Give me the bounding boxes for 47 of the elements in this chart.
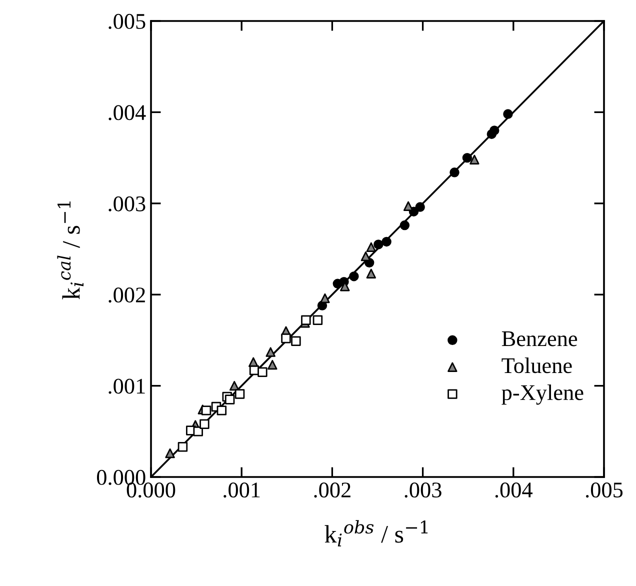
y-tick-label: .003 bbox=[108, 196, 146, 212]
point bbox=[200, 419, 210, 429]
point bbox=[266, 347, 276, 357]
point bbox=[201, 406, 212, 416]
point bbox=[320, 293, 330, 304]
point bbox=[503, 109, 513, 119]
x-axis-title: k$_{i}$$^{obs}$ / s$^{−1}$ bbox=[324, 520, 428, 546]
x-tick-label: .003 bbox=[404, 482, 442, 498]
legend-label: Benzene bbox=[502, 331, 578, 346]
x-tick-label: 0.000 bbox=[126, 482, 176, 498]
x-tick-label: .002 bbox=[314, 482, 350, 498]
legend-label: p-Xylene bbox=[502, 384, 584, 405]
point bbox=[301, 315, 311, 325]
point bbox=[216, 406, 227, 416]
point bbox=[486, 129, 497, 139]
point bbox=[415, 202, 425, 212]
point bbox=[234, 389, 245, 399]
y-tick-label: .002 bbox=[108, 288, 145, 303]
x-tick-label: .001 bbox=[224, 482, 260, 498]
point bbox=[258, 367, 268, 377]
point bbox=[382, 236, 392, 247]
point bbox=[462, 152, 472, 163]
point bbox=[165, 448, 175, 458]
point bbox=[349, 272, 359, 282]
y-tick-label: .001 bbox=[108, 378, 145, 394]
point bbox=[281, 334, 291, 344]
point bbox=[366, 242, 376, 252]
point bbox=[193, 426, 203, 436]
point bbox=[374, 240, 384, 250]
y-tick-label: 0.000 bbox=[96, 470, 146, 486]
x-tick-label: .004 bbox=[495, 482, 532, 498]
y-tick-label: .004 bbox=[108, 105, 146, 120]
point bbox=[224, 394, 235, 404]
y-axis-title: k$_{i}$$^{cal}$ / s$^{−1}$ bbox=[57, 201, 84, 300]
point bbox=[450, 168, 460, 178]
point bbox=[403, 201, 414, 211]
point bbox=[332, 278, 342, 289]
point bbox=[312, 315, 323, 325]
y-tick-label: .005 bbox=[108, 14, 146, 30]
x-tick-label: .005 bbox=[586, 482, 623, 498]
point bbox=[400, 220, 410, 230]
point bbox=[178, 442, 188, 452]
point bbox=[291, 336, 301, 346]
point bbox=[366, 268, 376, 278]
point bbox=[470, 154, 480, 164]
legend-label: Toluene bbox=[502, 358, 572, 374]
point bbox=[268, 360, 278, 370]
